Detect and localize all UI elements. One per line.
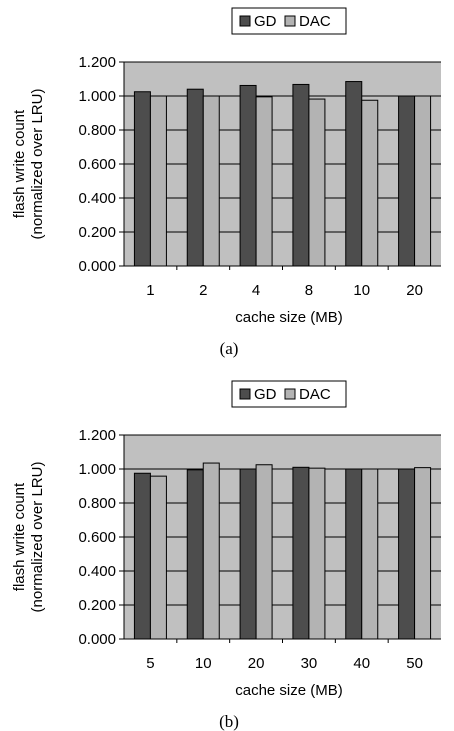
- x-tick-label: 20: [406, 282, 423, 299]
- panel-caption: (a): [220, 339, 239, 358]
- x-tick-label: 10: [195, 655, 212, 672]
- bar-dac-1: [149, 95, 167, 267]
- bar-gd-10: [186, 469, 204, 640]
- y-axis-label: (normalized over LRU): [29, 89, 46, 240]
- legend-swatch-gd: [239, 388, 251, 400]
- x-tick-label: 1: [146, 282, 154, 299]
- legend-label: DAC: [299, 13, 331, 30]
- bar-dac-30: [308, 467, 326, 640]
- bar-dac-5: [149, 475, 167, 640]
- legend-label: GD: [254, 13, 277, 30]
- x-tick-label: 4: [252, 282, 260, 299]
- y-tick-label: 0.800: [78, 122, 116, 139]
- bar-gd-5: [133, 472, 151, 640]
- bar-dac-20: [414, 95, 432, 267]
- bar-gd-50: [398, 468, 416, 640]
- bar-gd-4: [239, 84, 257, 267]
- bar-dac-4: [255, 96, 273, 267]
- bar-dac-2: [202, 95, 220, 267]
- x-axis-label: cache size (MB): [235, 309, 343, 326]
- legend-swatch-gd: [239, 15, 251, 27]
- x-tick-label: 20: [248, 655, 265, 672]
- x-tick-label: 10: [353, 282, 370, 299]
- y-axis-label: (normalized over LRU): [29, 462, 46, 613]
- bar-gd-20: [239, 468, 257, 640]
- y-tick-label: 0.000: [78, 631, 116, 648]
- chart-panel-1: GD DAC 0.000 0.200 0.400 0.600 0.800 1.000 1.200…: [11, 7, 441, 358]
- y-tick-label: 0.200: [78, 597, 116, 614]
- bar-dac-8: [308, 98, 326, 267]
- bar-dac-20: [255, 464, 273, 640]
- y-tick-label: 0.600: [78, 529, 116, 546]
- x-axis-label: cache size (MB): [235, 682, 343, 699]
- legend: GD DAC: [231, 380, 347, 408]
- bar-gd-8: [292, 83, 310, 267]
- legend-swatch-dac: [284, 15, 296, 27]
- x-tick-label: 40: [353, 655, 370, 672]
- legend-label: DAC: [299, 386, 331, 403]
- y-tick-label: 0.000: [78, 258, 116, 275]
- y-axis-label: flash write count: [11, 482, 28, 591]
- y-tick-label: 0.400: [78, 190, 116, 207]
- x-tick-label: 30: [301, 655, 318, 672]
- bar-gd-30: [292, 466, 310, 640]
- y-tick-label: 1.000: [78, 461, 116, 478]
- bar-dac-40: [361, 468, 379, 640]
- y-tick-label: 0.400: [78, 563, 116, 580]
- legend-label: GD: [254, 386, 277, 403]
- y-axis-label: flash write count: [11, 109, 28, 218]
- y-tick-label: 0.600: [78, 156, 116, 173]
- legend-swatch-dac: [284, 388, 296, 400]
- chart-panel-2: GD DAC 0.000 0.200 0.400 0.600 0.800 1.000 1.200…: [11, 380, 441, 731]
- y-tick-label: 0.200: [78, 224, 116, 241]
- legend: GD DAC: [231, 7, 347, 35]
- x-tick-label: 50: [406, 655, 423, 672]
- bar-gd-40: [345, 468, 363, 640]
- bar-dac-50: [414, 467, 432, 640]
- y-tick-label: 1.000: [78, 88, 116, 105]
- bar-gd-2: [186, 88, 204, 267]
- y-tick-label: 1.200: [78, 54, 116, 71]
- y-tick-label: 1.200: [78, 427, 116, 444]
- y-tick-label: 0.800: [78, 495, 116, 512]
- bar-gd-1: [133, 91, 151, 267]
- bar-gd-20: [398, 95, 416, 267]
- x-tick-label: 5: [146, 655, 154, 672]
- bar-dac-10: [361, 99, 379, 267]
- panel-caption: (b): [219, 712, 239, 731]
- x-tick-label: 2: [199, 282, 207, 299]
- x-tick-label: 8: [305, 282, 313, 299]
- bar-dac-10: [202, 462, 220, 640]
- bar-gd-10: [345, 81, 363, 267]
